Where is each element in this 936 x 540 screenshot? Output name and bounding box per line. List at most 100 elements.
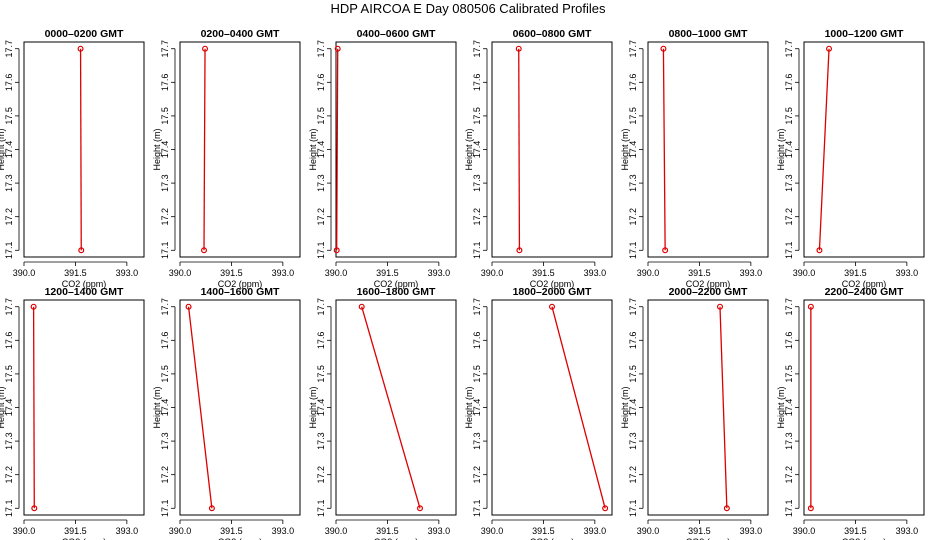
series-line	[187, 306, 213, 509]
data-point	[602, 505, 609, 512]
x-axis-label: CO2 (ppm)	[842, 279, 887, 289]
y-tick-label: 17.1	[316, 242, 326, 260]
y-tick-label: 17.2	[4, 466, 14, 484]
x-tick-label: 393.0	[428, 526, 451, 536]
y-axis-label: Height (m)	[776, 128, 786, 170]
page-title: HDP AIRCOA E Day 080506 Calibrated Profi…	[330, 1, 606, 16]
y-tick-label: 17.7	[160, 298, 170, 316]
y-tick-label: 17.4	[4, 399, 14, 417]
x-tick-label: 391.5	[844, 526, 867, 536]
data-point	[807, 505, 814, 512]
y-tick-label: 17.1	[4, 500, 14, 518]
y-tick-label: 17.3	[784, 432, 794, 450]
y-tick-label: 17.1	[160, 242, 170, 260]
y-tick-label: 17.5	[160, 365, 170, 383]
y-axis-label: Height (m)	[152, 128, 162, 170]
plot-frame	[803, 299, 925, 516]
y-tick-label: 17.5	[784, 365, 794, 383]
y-tick-label: 17.7	[784, 40, 794, 58]
x-tick-label: 393.0	[584, 268, 607, 278]
y-tick-label: 17.3	[628, 432, 638, 450]
y-tick-label: 17.1	[160, 500, 170, 518]
y-tick-label: 17.5	[316, 107, 326, 125]
y-tick-label: 17.2	[784, 466, 794, 484]
y-tick-label: 17.4	[628, 141, 638, 159]
y-tick-label: 17.5	[4, 107, 14, 125]
y-tick-label: 17.6	[316, 74, 326, 92]
x-tick-label: 391.5	[844, 268, 867, 278]
y-axis-label: Height (m)	[464, 128, 474, 170]
y-tick-label: 17.1	[628, 242, 638, 260]
x-tick-label: 390.0	[793, 268, 816, 278]
y-tick-label: 17.1	[472, 500, 482, 518]
x-axis-label: CO2 (ppm)	[218, 537, 263, 540]
chart-panel: 0400–0600 GMT 390.0 391.5 393.0 CO2 (ppm) 17.…	[308, 28, 457, 289]
x-tick-label: 393.0	[272, 268, 295, 278]
y-tick-label: 17.3	[4, 432, 14, 450]
x-tick-label: 391.5	[376, 526, 399, 536]
x-tick-label: 391.5	[64, 526, 87, 536]
plot-frame	[179, 41, 301, 258]
data-point	[208, 505, 215, 512]
data-point	[201, 247, 208, 254]
y-tick-label: 17.7	[472, 298, 482, 316]
y-tick-label: 17.5	[160, 107, 170, 125]
y-tick-label: 17.3	[4, 174, 14, 192]
y-tick-label: 17.6	[160, 74, 170, 92]
y-tick-label: 17.5	[316, 365, 326, 383]
x-axis-label: CO2 (ppm)	[842, 537, 887, 540]
panel-title: 0000–0200 GMT	[45, 28, 124, 40]
chart-panel: 0200–0400 GMT 390.0 391.5 393.0 CO2 (ppm) 17.…	[152, 28, 301, 289]
panel-title: 2200–2400 GMT	[825, 286, 904, 298]
y-axis-label: Height (m)	[308, 128, 318, 170]
y-tick-label: 17.4	[784, 399, 794, 417]
x-tick-label: 390.0	[325, 526, 348, 536]
chart-panel: 2200–2400 GMT 390.0 391.5 393.0 CO2 (ppm) 17.…	[776, 286, 925, 540]
y-tick-label: 17.7	[160, 40, 170, 58]
panel-title: 2000–2200 GMT	[669, 286, 748, 298]
series-line	[79, 48, 82, 251]
data-point	[662, 247, 669, 254]
data-point	[660, 45, 667, 52]
chart-panel: 1800–2000 GMT 390.0 391.5 393.0 CO2 (ppm) 17.…	[464, 286, 613, 540]
panel-title: 1600–1800 GMT	[357, 286, 436, 298]
x-tick-label: 393.0	[116, 268, 139, 278]
y-tick-label: 17.4	[628, 399, 638, 417]
plot-frame	[491, 299, 613, 516]
y-tick-label: 17.3	[472, 174, 482, 192]
panel-title: 0800–1000 GMT	[669, 28, 748, 40]
x-tick-label: 390.0	[637, 526, 660, 536]
y-tick-label: 17.1	[628, 500, 638, 518]
y-tick-label: 17.1	[784, 242, 794, 260]
x-tick-label: 391.5	[532, 268, 555, 278]
y-tick-label: 17.2	[316, 466, 326, 484]
data-point	[77, 45, 84, 52]
y-tick-label: 17.4	[160, 141, 170, 159]
x-tick-label: 390.0	[793, 526, 816, 536]
x-axis-label: CO2 (ppm)	[686, 537, 731, 540]
y-tick-label: 17.6	[160, 332, 170, 350]
y-axis-label: Height (m)	[620, 128, 630, 170]
x-axis-label: CO2 (ppm)	[374, 279, 419, 289]
x-tick-label: 393.0	[740, 526, 763, 536]
y-tick-label: 17.3	[316, 432, 326, 450]
x-axis-label: CO2 (ppm)	[62, 537, 107, 540]
y-tick-label: 17.2	[4, 208, 14, 226]
x-tick-label: 391.5	[376, 268, 399, 278]
y-tick-label: 17.7	[784, 298, 794, 316]
plot-frame	[491, 41, 613, 258]
data-point	[716, 303, 723, 310]
panel-title: 1200–1400 GMT	[45, 286, 124, 298]
panel-title: 1000–1200 GMT	[825, 28, 904, 40]
y-tick-label: 17.6	[4, 332, 14, 350]
data-point	[816, 247, 823, 254]
chart-panel: 0600–0800 GMT 390.0 391.5 393.0 CO2 (ppm) 17.…	[464, 28, 613, 289]
data-point	[826, 45, 833, 52]
y-tick-label: 17.6	[4, 74, 14, 92]
y-tick-label: 17.3	[784, 174, 794, 192]
chart-panel: 1400–1600 GMT 390.0 391.5 393.0 CO2 (ppm) 17.…	[152, 286, 301, 540]
y-tick-label: 17.7	[4, 40, 14, 58]
data-point	[417, 505, 424, 512]
y-tick-label: 17.6	[628, 332, 638, 350]
chart-panel: 0000–0200 GMT 390.0 391.5 393.0 CO2 (ppm) 17.…	[0, 28, 145, 289]
